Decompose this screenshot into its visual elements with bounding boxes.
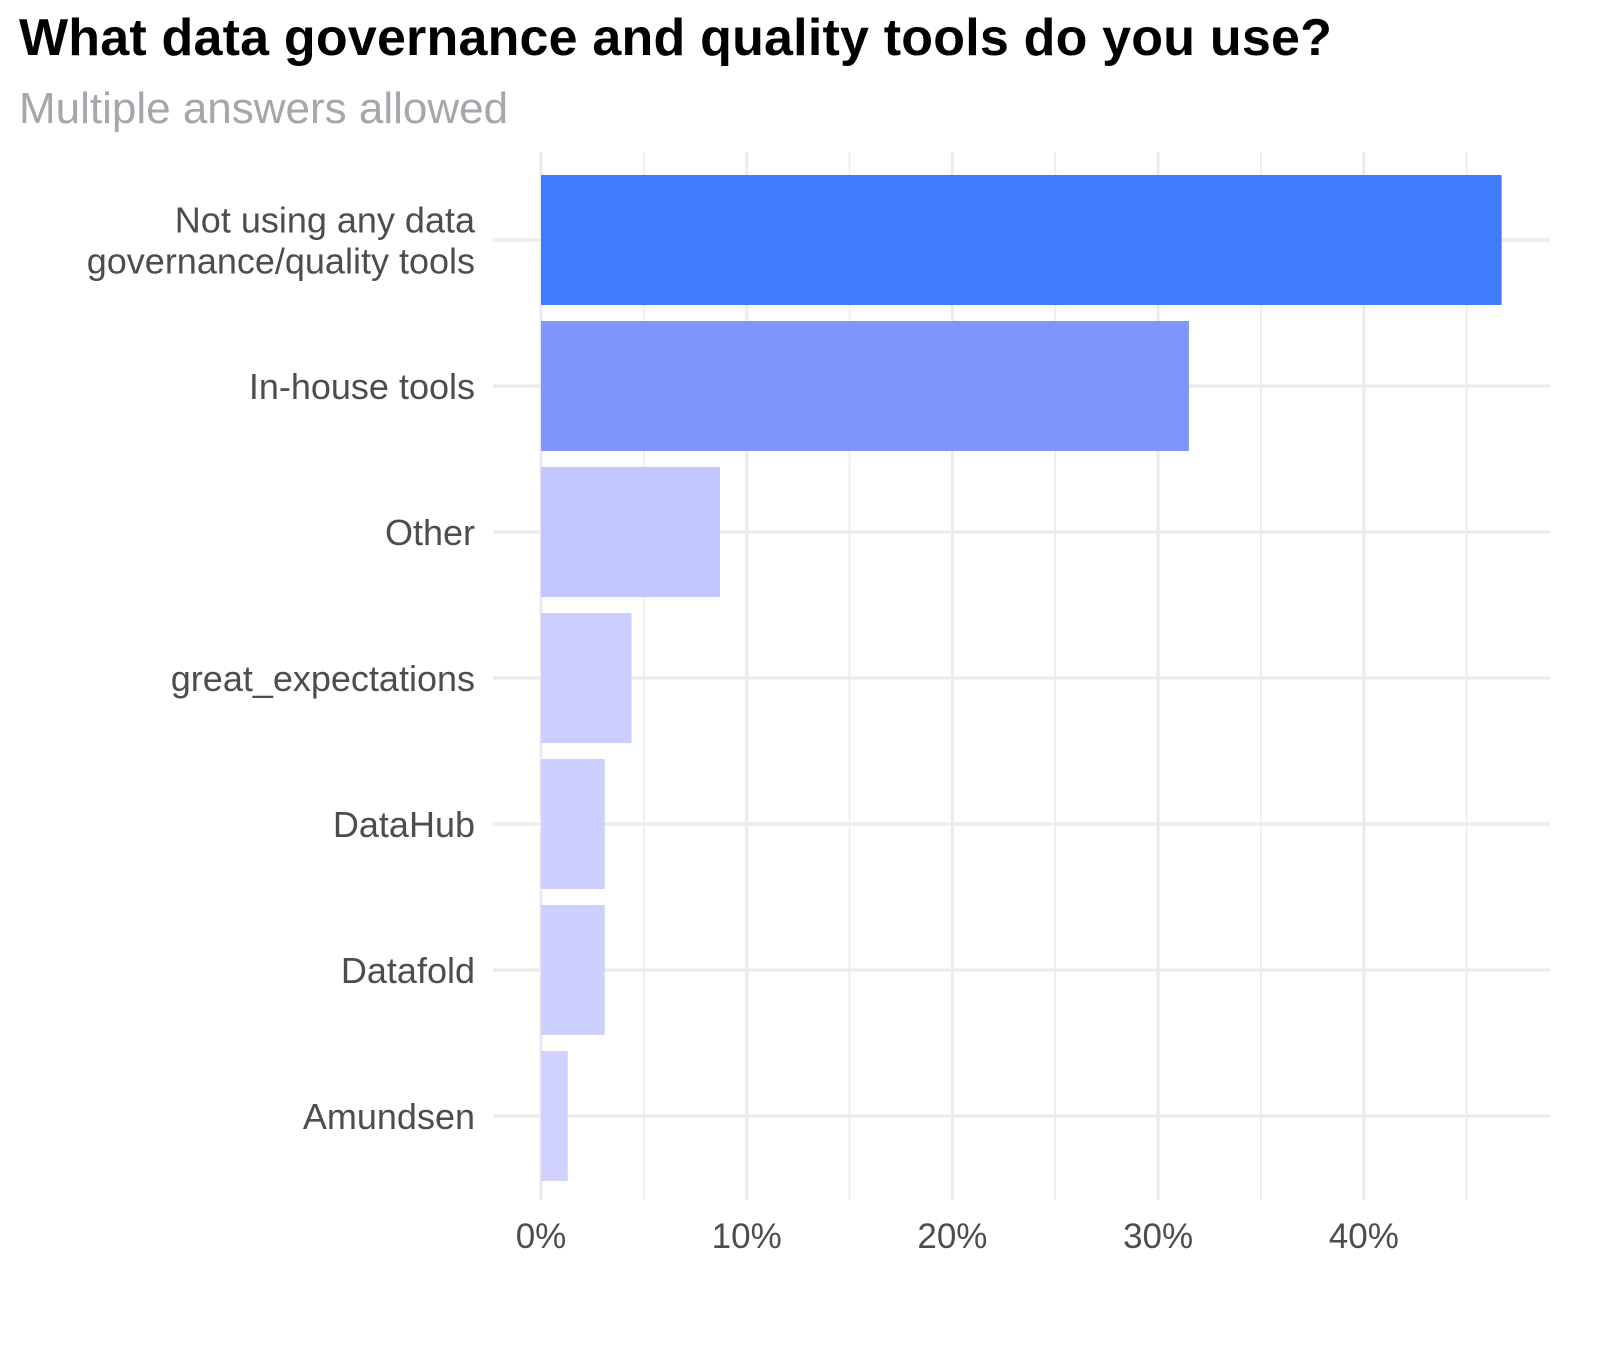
category-label-line: Datafold (341, 950, 475, 991)
category-label: Other (385, 512, 475, 553)
x-tick-label: 20% (917, 1217, 987, 1256)
category-label-line: Amundsen (303, 1096, 475, 1137)
category-label: Datafold (341, 950, 475, 991)
bar (541, 1051, 568, 1181)
bar (541, 759, 605, 889)
category-label: Amundsen (303, 1096, 475, 1137)
category-label-line: governance/quality tools (87, 241, 475, 282)
category-label-line: great_expectations (171, 658, 475, 699)
x-tick-label: 10% (712, 1217, 782, 1256)
chart-subtitle: Multiple answers allowed (19, 84, 509, 133)
category-label-line: In-house tools (249, 366, 475, 407)
bar (541, 613, 632, 743)
category-label: great_expectations (171, 658, 475, 699)
x-tick-label: 0% (516, 1217, 567, 1256)
x-tick-label: 40% (1329, 1217, 1399, 1256)
chart-title: What data governance and quality tools d… (19, 9, 1333, 67)
bar (541, 175, 1502, 305)
bar (541, 467, 720, 597)
category-label-line: Other (385, 512, 475, 553)
category-label-line: Not using any data (175, 200, 476, 241)
category-label-line: DataHub (333, 804, 475, 845)
category-label: In-house tools (249, 366, 475, 407)
category-label: DataHub (333, 804, 475, 845)
category-label: Not using any data governance/quality too… (87, 200, 476, 282)
x-tick-label: 30% (1123, 1217, 1193, 1256)
bar (541, 905, 605, 1035)
bar (541, 321, 1189, 451)
